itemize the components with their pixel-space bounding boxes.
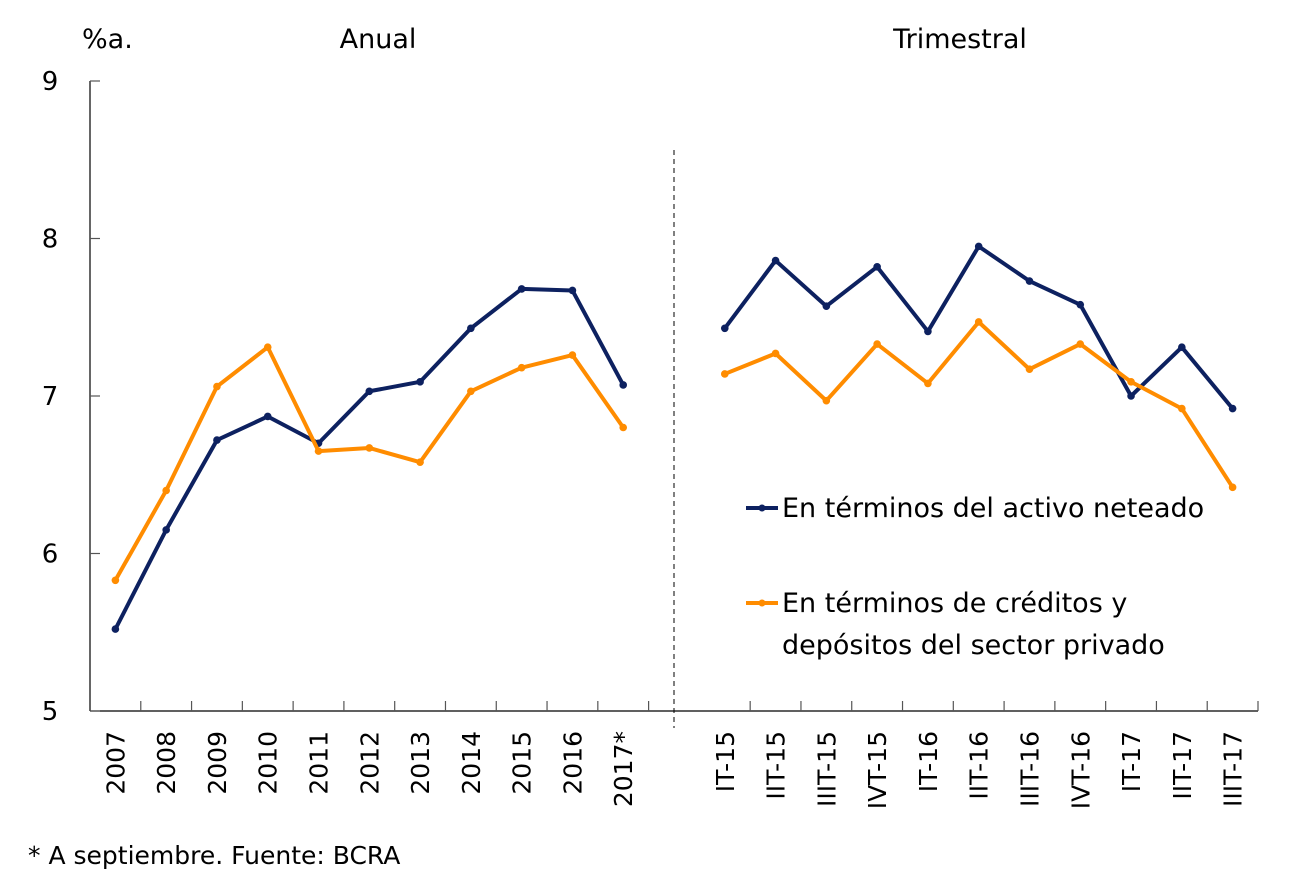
y-unit-label: %a.	[82, 24, 133, 55]
data-point	[213, 436, 221, 444]
data-point	[111, 625, 120, 633]
legend-label-line-1: En términos de créditos y	[782, 588, 1127, 619]
footnote: * A septiembre. Fuente: BCRA	[28, 841, 400, 870]
x-tick-label: IVT-15	[863, 731, 892, 809]
series-line-quarterly	[722, 244, 1235, 411]
data-point	[720, 324, 729, 333]
x-tick-label: 2007	[101, 731, 130, 795]
x-tick-label: IT-15	[711, 731, 740, 792]
legend-swatch-marker	[758, 504, 766, 512]
x-tick-label: 2017*	[609, 731, 638, 807]
series-line-quarterly	[722, 319, 1235, 490]
data-point	[467, 387, 475, 396]
data-point	[619, 423, 628, 432]
data-point	[1228, 404, 1237, 413]
x-axis-labels: 2007 2008 2009 2010 2011 2012 2013 2014 2015 2016…	[101, 731, 1247, 809]
legend: En términos del activo neteado En términ…	[746, 493, 1204, 661]
x-tick-label: IT-16	[914, 731, 943, 792]
x-tick-label: 2011	[305, 731, 334, 795]
legend-label: En términos del activo neteado	[782, 493, 1204, 524]
data-point	[1076, 340, 1085, 348]
data-point	[1025, 365, 1034, 374]
y-tick-label: 8	[42, 225, 59, 255]
x-tick-label: IIT-17	[1168, 731, 1197, 800]
data-point	[568, 351, 577, 359]
x-tick-label: IIT-15	[762, 731, 791, 800]
data-point	[416, 378, 424, 386]
data-point	[1228, 483, 1237, 492]
panel-title-trimestral: Trimestral	[892, 24, 1027, 55]
y-tick-label: 9	[42, 67, 59, 97]
x-tick-label: 2010	[254, 731, 283, 795]
data-point	[517, 363, 526, 372]
x-tick-label: 2009	[203, 731, 232, 795]
data-point	[873, 340, 881, 348]
series-creditos-depositos	[111, 318, 1237, 585]
data-point	[924, 327, 932, 336]
data-point	[1178, 404, 1186, 413]
y-tick-label: 7	[42, 382, 59, 412]
data-point	[365, 444, 374, 452]
data-point	[1127, 378, 1135, 386]
x-tick-label: 2008	[152, 731, 181, 795]
series-activo-neteado	[111, 242, 1237, 633]
x-tick-label: IIT-16	[965, 731, 994, 800]
series-layer	[111, 242, 1237, 633]
x-tick-label: IIIT-15	[812, 731, 841, 807]
data-point	[467, 324, 475, 333]
series-line-annual	[113, 345, 626, 583]
data-point	[314, 447, 323, 455]
data-point	[974, 242, 983, 251]
data-point	[162, 486, 170, 495]
data-point	[924, 379, 932, 388]
data-point	[771, 256, 780, 265]
data-point	[1025, 277, 1034, 285]
data-point	[213, 382, 221, 391]
x-tick-label: 2014	[457, 731, 486, 795]
x-tick-label: IVT-16	[1066, 731, 1095, 809]
data-point	[162, 526, 170, 534]
data-point	[568, 286, 577, 295]
x-tick-label: IIIT-16	[1015, 731, 1044, 807]
data-point	[365, 387, 374, 396]
x-tick-label: IIIT-17	[1219, 731, 1248, 807]
data-point	[1178, 343, 1186, 351]
data-point	[720, 370, 729, 378]
data-point	[416, 458, 424, 466]
x-tick-label: 2015	[508, 731, 537, 795]
legend-item-activo-neteado: En términos del activo neteado	[746, 493, 1204, 524]
data-point	[619, 381, 628, 389]
series-line-annual	[113, 286, 626, 632]
legend-swatch-marker	[758, 599, 766, 607]
data-point	[263, 343, 272, 351]
data-point	[111, 576, 120, 585]
data-point	[822, 396, 831, 405]
x-tick-label: IT-17	[1117, 731, 1146, 792]
legend-label-line-2: depósitos del sector privado	[782, 630, 1165, 661]
data-point	[1127, 392, 1135, 400]
y-axis-ticks: 5 6 7 8 9	[42, 67, 100, 727]
data-point	[517, 285, 526, 293]
panel-title-anual: Anual	[340, 24, 417, 55]
y-tick-label: 6	[42, 540, 59, 570]
x-tick-label: 2012	[355, 731, 384, 795]
data-point	[974, 318, 983, 326]
data-point	[822, 302, 831, 311]
x-tick-label: 2016	[558, 731, 587, 795]
data-point	[263, 412, 272, 421]
x-tick-label: 2013	[406, 731, 435, 795]
y-tick-label: 5	[42, 697, 59, 727]
legend-item-creditos-depositos: En términos de créditos y depósitos del …	[746, 588, 1165, 661]
data-point	[1076, 300, 1085, 309]
data-point	[771, 349, 780, 358]
data-point	[873, 263, 881, 271]
